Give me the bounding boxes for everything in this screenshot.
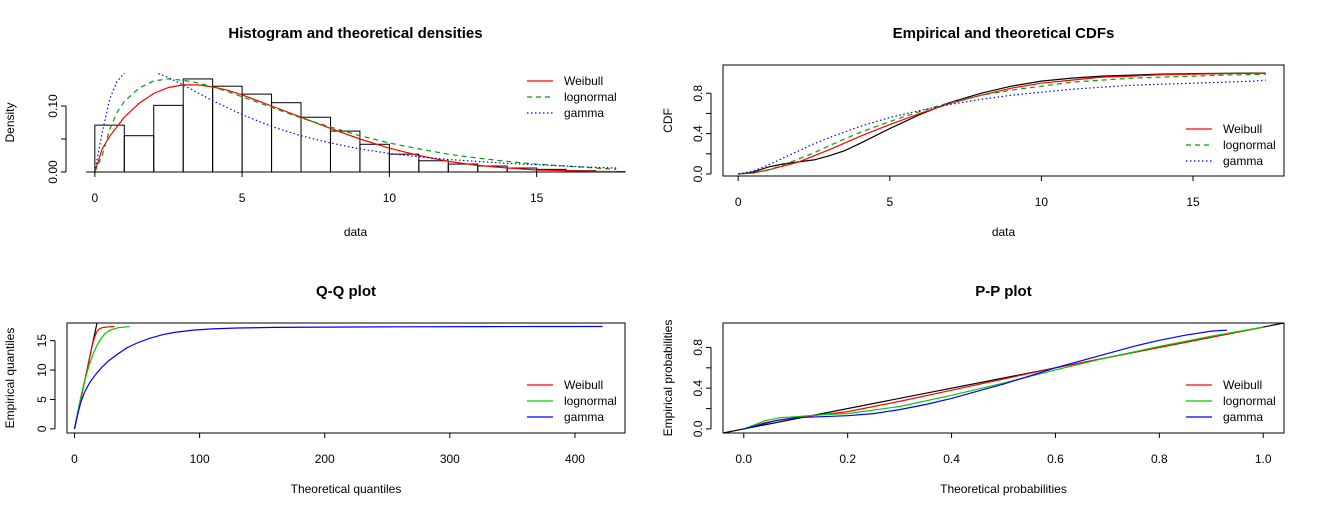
series-line-gamma (95, 70, 616, 172)
series-line-empirical (738, 73, 1266, 174)
y-axis: 0.00 0.10 (46, 94, 66, 184)
y-axis-label: Empirical quantiles (3, 328, 17, 429)
y-tick-label: 0.4 (691, 380, 705, 397)
x-tick-label: 0 (735, 195, 742, 209)
legend-label-gamma: gamma (564, 106, 604, 120)
histogram-bar (124, 136, 153, 172)
y-axis-label: Density (3, 102, 17, 142)
y-tick-label: 5 (35, 396, 49, 403)
panel-cdf: Empirical and theoretical CDFs 0 5 10 15 data… (661, 25, 1284, 239)
legend-label-weibull: Weibull (1223, 122, 1262, 136)
x-axis: 0 5 10 15 (91, 172, 543, 205)
y-tick-label: 0.0 (691, 165, 705, 182)
x-tick-label: 100 (190, 452, 210, 466)
x-axis: 0 100 200 300 400 (71, 433, 585, 466)
series-group (95, 70, 616, 172)
x-axis-label: Theoretical probabilities (940, 482, 1067, 496)
x-tick-label: 5 (886, 195, 893, 209)
histogram-bar (389, 154, 418, 172)
histogram-bar (95, 125, 124, 172)
legend-label-weibull: Weibull (564, 74, 603, 88)
legend: Weibull lognormal gamma (1186, 122, 1276, 168)
legend-label-weibull: Weibull (564, 378, 603, 392)
y-axis-label: Empirical probabilities (661, 320, 675, 437)
x-tick-label: 0.0 (735, 452, 752, 466)
legend-label-weibull: Weibull (1223, 378, 1262, 392)
y-tick-label: 0.00 (46, 160, 60, 184)
legend-label-lognormal: lognormal (564, 90, 617, 104)
x-tick-label: 15 (1186, 195, 1200, 209)
panel-density: Histogram and theoretical densities 0 5 10 1… (3, 25, 625, 239)
x-tick-label: 0 (71, 452, 78, 466)
chart-title: Q-Q plot (316, 283, 376, 300)
series-line-lognormal (75, 327, 130, 429)
series-line-weibull (95, 85, 616, 172)
legend-label-lognormal: lognormal (1223, 138, 1276, 152)
series-line-gamma (744, 330, 1227, 429)
legend: Weibull lognormal gamma (1186, 378, 1276, 424)
chart-title: P-P plot (975, 283, 1031, 300)
series-line-gamma (75, 327, 603, 429)
x-tick-label: 0.6 (1047, 452, 1064, 466)
histogram-bars (95, 79, 625, 172)
histogram-bar (272, 103, 301, 172)
y-tick-label: 0 (35, 425, 49, 432)
plot-box (723, 65, 1284, 176)
x-axis-label: data (992, 225, 1016, 239)
panel-pp: P-P plot 0.0 0.2 0.4 0.6 0.8 1.0 Theoretical pr… (661, 283, 1284, 496)
series-line-weibull (75, 327, 115, 429)
y-tick-label: 0.8 (691, 85, 705, 102)
legend-label-lognormal: lognormal (1223, 394, 1276, 408)
x-axis-label: Theoretical quantiles (291, 482, 402, 496)
chart-title: Empirical and theoretical CDFs (893, 25, 1115, 42)
histogram-bar (419, 161, 448, 172)
legend: Weibull lognormal gamma (527, 378, 617, 424)
y-tick-label: 15 (35, 334, 49, 348)
histogram-bar (360, 144, 389, 172)
x-axis: 0.0 0.2 0.4 0.6 0.8 1.0 (735, 433, 1271, 466)
series-line-gamma (738, 80, 1266, 174)
x-tick-label: 5 (239, 191, 246, 205)
y-axis: 0 5 10 15 (35, 334, 55, 433)
y-tick-label: 0.0 (691, 420, 705, 437)
x-tick-label: 0 (91, 191, 98, 205)
legend: Weibull lognormal gamma (527, 74, 617, 120)
histogram-bar (242, 94, 271, 172)
chart-title: Histogram and theoretical densities (228, 25, 482, 42)
x-tick-label: 300 (440, 452, 460, 466)
x-tick-label: 200 (315, 452, 335, 466)
histogram-bar (154, 105, 183, 172)
y-tick-label: 10 (35, 363, 49, 377)
legend-label-gamma: gamma (1223, 410, 1263, 424)
y-axis-label: CDF (661, 108, 675, 133)
x-tick-label: 400 (565, 452, 585, 466)
x-tick-label: 0.2 (839, 452, 856, 466)
y-tick-label: 0.10 (46, 94, 60, 118)
x-axis: 0 5 10 15 (735, 176, 1200, 209)
legend-label-gamma: gamma (1223, 154, 1263, 168)
x-tick-label: 0.4 (943, 452, 960, 466)
x-tick-label: 1.0 (1255, 452, 1272, 466)
x-tick-label: 10 (1035, 195, 1049, 209)
legend-label-lognormal: lognormal (564, 394, 617, 408)
x-axis-label: data (344, 225, 368, 239)
y-tick-label: 0.4 (691, 125, 705, 142)
series-group (738, 73, 1266, 174)
y-axis: 0.0 0.4 0.8 (691, 85, 711, 183)
histogram-bar (213, 86, 242, 172)
x-tick-label: 15 (530, 191, 544, 205)
x-tick-label: 0.8 (1151, 452, 1168, 466)
legend-label-gamma: gamma (564, 410, 604, 424)
series-line-lognormal (95, 79, 616, 172)
y-axis: 0.0 0.4 0.8 (691, 339, 711, 437)
x-tick-label: 10 (383, 191, 397, 205)
y-tick-label: 0.8 (691, 339, 705, 356)
series-group (75, 323, 603, 429)
